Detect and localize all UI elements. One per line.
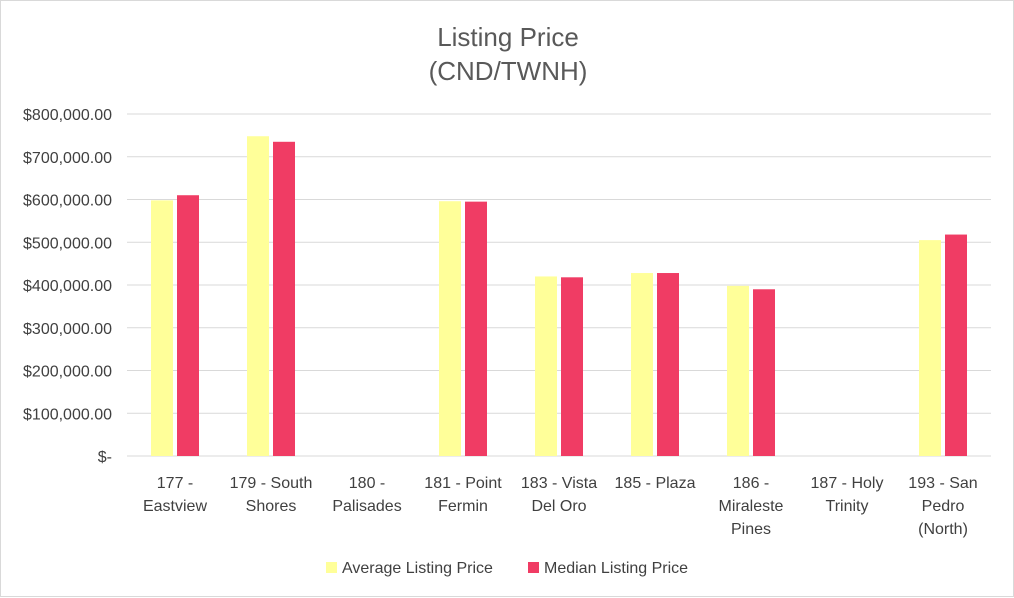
y-tick-label: $800,000.00 [23, 107, 112, 124]
y-tick-label: $400,000.00 [23, 278, 112, 295]
bar-median [945, 234, 967, 456]
y-axis-ticks: $- $100,000.00 $200,000.00 $300,000.00 $400,… [23, 107, 112, 466]
x-category-label: 177 -Eastview [143, 475, 207, 515]
y-tick-label: $600,000.00 [23, 193, 112, 210]
bar-average [247, 136, 269, 457]
chart-title-line: Listing Price [437, 22, 579, 52]
chart-title: Listing Price (CND/TWNH) [429, 22, 588, 86]
x-axis-categories: 177 -Eastview 179 - South Shores 180 -Palis… [143, 475, 978, 538]
legend-label: Average Listing Price [342, 560, 493, 577]
bar-average [151, 200, 173, 456]
x-category-label: 180 -Palisades [332, 475, 401, 515]
bar-median [561, 277, 583, 456]
bar-median [753, 289, 775, 456]
x-category-label: 187 - Holy Trinity [811, 475, 884, 515]
legend: Average Listing Price Median Listing Pric… [326, 560, 688, 577]
bars [151, 136, 967, 457]
x-category-label: 181 - Point Fermin [424, 475, 502, 515]
y-tick-label: $200,000.00 [23, 364, 112, 381]
bar-median [657, 273, 679, 456]
bar-average [727, 285, 749, 456]
y-tick-label: $700,000.00 [23, 150, 112, 167]
x-category-label: 185 - Plaza [615, 475, 696, 492]
bar-median [177, 195, 199, 456]
bar-average [631, 273, 653, 456]
legend-label: Median Listing Price [544, 560, 688, 577]
bar-median [465, 201, 487, 456]
bar-average [919, 240, 941, 456]
legend-swatch [528, 562, 539, 573]
y-tick-label: $- [98, 449, 112, 466]
x-category-label: 183 - Vista Del Oro [521, 475, 597, 515]
y-tick-label: $100,000.00 [23, 406, 112, 423]
chart-title-line: (CND/TWNH) [429, 56, 588, 86]
gridlines [127, 113, 991, 457]
bar-average [439, 201, 461, 456]
y-tick-label: $300,000.00 [23, 321, 112, 338]
bar-average [535, 276, 557, 456]
x-category-label: 193 - San Pedro (North) [908, 475, 977, 538]
y-tick-label: $500,000.00 [23, 235, 112, 252]
x-category-label: 186 -Miraleste Pines [719, 475, 784, 538]
x-category-label: 179 - South Shores [230, 475, 313, 515]
bar-median [273, 141, 295, 456]
legend-swatch [326, 562, 337, 573]
